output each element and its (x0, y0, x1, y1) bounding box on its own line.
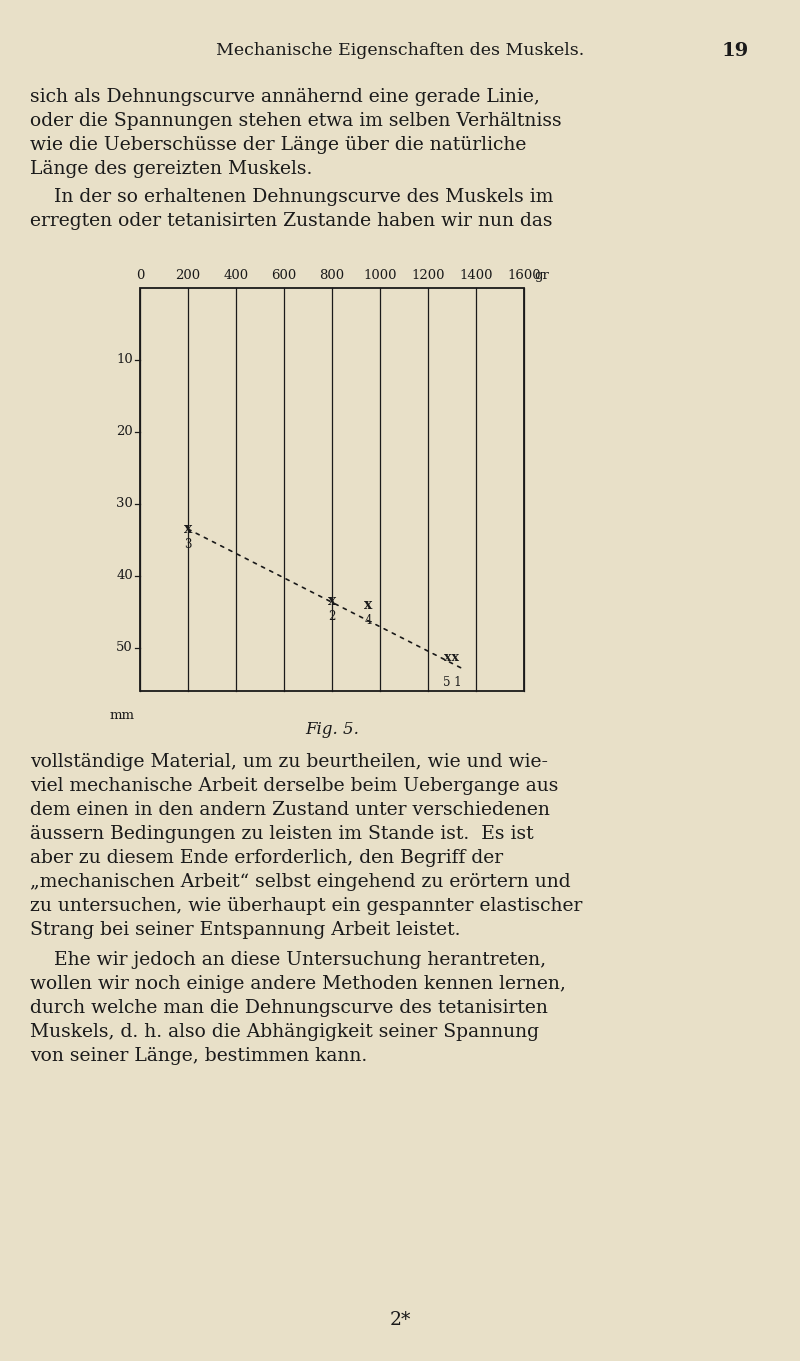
Text: 0: 0 (136, 269, 144, 282)
Text: 3: 3 (184, 538, 192, 551)
Text: 19: 19 (722, 42, 749, 60)
Text: x: x (184, 523, 192, 536)
Text: 1000: 1000 (363, 269, 397, 282)
Text: mm: mm (110, 709, 135, 721)
Text: 4: 4 (364, 614, 372, 626)
Text: 10: 10 (116, 354, 133, 366)
Text: 20: 20 (116, 426, 133, 438)
Text: xx: xx (445, 651, 459, 664)
Text: wollen wir noch einige andere Methoden kennen lernen,: wollen wir noch einige andere Methoden k… (30, 974, 566, 994)
Text: 400: 400 (223, 269, 249, 282)
Text: vollständige Material, um zu beurtheilen, wie und wie-: vollständige Material, um zu beurtheilen… (30, 753, 548, 770)
Text: In der so erhaltenen Dehnungscurve des Muskels im: In der so erhaltenen Dehnungscurve des M… (30, 188, 554, 206)
Text: aber zu diesem Ende erforderlich, den Begriff der: aber zu diesem Ende erforderlich, den Be… (30, 849, 503, 867)
Text: viel mechanische Arbeit derselbe beim Uebergange aus: viel mechanische Arbeit derselbe beim Ue… (30, 777, 558, 795)
Text: gr: gr (534, 269, 549, 282)
Text: Fig. 5.: Fig. 5. (305, 721, 359, 738)
Text: zu untersuchen, wie überhaupt ein gespannter elastischer: zu untersuchen, wie überhaupt ein gespan… (30, 897, 582, 915)
Text: 50: 50 (116, 641, 133, 655)
Text: von seiner Länge, bestimmen kann.: von seiner Länge, bestimmen kann. (30, 1047, 367, 1066)
Text: wie die Ueberschüsse der Länge über die natürliche: wie die Ueberschüsse der Länge über die … (30, 136, 526, 154)
Text: 200: 200 (175, 269, 201, 282)
Text: Mechanische Eigenschaften des Muskels.: Mechanische Eigenschaften des Muskels. (216, 42, 584, 59)
Text: 2*: 2* (390, 1311, 410, 1328)
Text: „mechanischen Arbeit“ selbst eingehend zu erörtern und: „mechanischen Arbeit“ selbst eingehend z… (30, 872, 570, 891)
Text: 1200: 1200 (411, 269, 445, 282)
Text: dem einen in den andern Zustand unter verschiedenen: dem einen in den andern Zustand unter ve… (30, 802, 550, 819)
Text: 30: 30 (116, 497, 133, 510)
Text: erregten oder tetanisirten Zustande haben wir nun das: erregten oder tetanisirten Zustande habe… (30, 212, 553, 230)
Text: 800: 800 (319, 269, 345, 282)
Text: 5 1: 5 1 (442, 676, 462, 689)
Text: 1600: 1600 (507, 269, 541, 282)
Text: oder die Spannungen stehen etwa im selben Verhältniss: oder die Spannungen stehen etwa im selbe… (30, 112, 562, 131)
Text: Strang bei seiner Entspannung Arbeit leistet.: Strang bei seiner Entspannung Arbeit lei… (30, 921, 461, 939)
Text: äussern Bedingungen zu leisten im Stande ist.  Es ist: äussern Bedingungen zu leisten im Stande… (30, 825, 534, 842)
Text: Länge des gereizten Muskels.: Länge des gereizten Muskels. (30, 161, 312, 178)
Text: Ehe wir jedoch an diese Untersuchung herantreten,: Ehe wir jedoch an diese Untersuchung her… (30, 951, 546, 969)
Text: x: x (328, 593, 336, 608)
Text: 40: 40 (116, 569, 133, 583)
Text: sich als Dehnungscurve annähernd eine gerade Linie,: sich als Dehnungscurve annähernd eine ge… (30, 88, 540, 106)
Text: durch welche man die Dehnungscurve des tetanisirten: durch welche man die Dehnungscurve des t… (30, 999, 548, 1017)
Text: x: x (364, 597, 372, 611)
Text: Muskels, d. h. also die Abhängigkeit seiner Spannung: Muskels, d. h. also die Abhängigkeit sei… (30, 1023, 539, 1041)
Text: 1400: 1400 (459, 269, 493, 282)
Text: 600: 600 (271, 269, 297, 282)
Text: 2: 2 (328, 610, 336, 623)
